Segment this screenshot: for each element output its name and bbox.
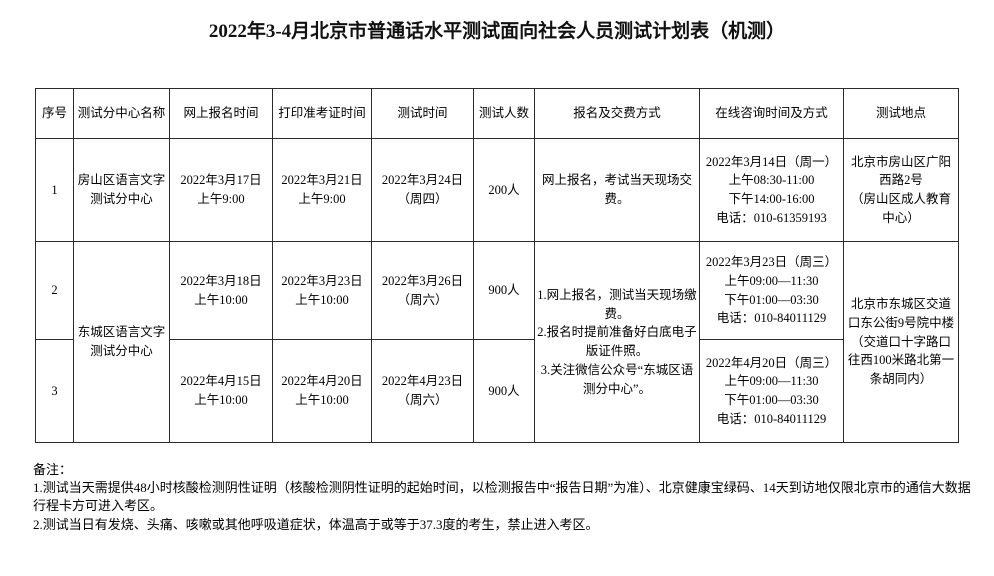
header-print-time: 打印准考证时间 xyxy=(272,88,372,139)
cell-r2r3-center-name: 东城区语言文字测试分中心 xyxy=(73,241,170,443)
header-center-name: 测试分中心名称 xyxy=(73,88,170,139)
cell-r3-consult: 2022年4月20日（周三） 上午09:00—11:30 下午01:00—03:… xyxy=(699,339,844,443)
header-count: 测试人数 xyxy=(473,88,535,139)
cell-r1-count: 200人 xyxy=(473,138,535,242)
notes-section: 备注： 1.测试当天需提供48小时核酸检测阴性证明（核酸检测阴性证明的起始时间，… xyxy=(33,461,983,534)
cell-r2-signup-time: 2022年3月18日 上午10:00 xyxy=(169,241,273,340)
header-test-time: 测试时间 xyxy=(371,88,474,139)
cell-r2r3-location: 北京市东城区交道口东公街9号院中楼 （交道口十字路口往西100米路北第一条胡同内… xyxy=(843,241,959,443)
cell-r2-count: 900人 xyxy=(473,241,535,340)
cell-r2-test-time: 2022年3月26日 （周六） xyxy=(371,241,474,340)
cell-r3-print-time: 2022年4月20日 上午10:00 xyxy=(272,339,372,443)
table-row-2: 2 东城区语言文字测试分中心 2022年3月18日 上午10:00 2022年3… xyxy=(35,241,959,443)
cell-r1-seq: 1 xyxy=(35,138,74,242)
cell-r2-consult: 2022年3月23日（周三） 上午09:00—11:30 下午01:00—03:… xyxy=(699,241,844,340)
header-location: 测试地点 xyxy=(843,88,959,139)
note-item-1: 1.测试当天需提供48小时核酸检测阴性证明（核酸检测阴性证明的起始时间，以检测报… xyxy=(33,480,971,514)
cell-r2r3-payment: 1.网上报名，测试当天现场缴费。 2.报名时提前准备好白底电子版证件照。 3.关… xyxy=(534,241,700,443)
page-title: 2022年3-4月北京市普通话水平测试面向社会人员测试计划表（机测） xyxy=(208,21,786,42)
header-seq: 序号 xyxy=(35,88,74,139)
cell-r3-test-time: 2022年4月23日 （周六） xyxy=(371,339,474,443)
header-row: 序号 测试分中心名称 网上报名时间 打印准考证时间 测试时间 测试人数 报名及交… xyxy=(35,88,959,139)
note-item-2: 2.测试当日有发烧、头痛、咳嗽或其他呼吸道症状，体温高于或等于37.3度的考生，… xyxy=(33,516,599,532)
table-row-3: 3 2022年4月15日 上午10:00 2022年4月20日 上午10:00 … xyxy=(35,339,959,443)
table-row-1: 1 房山区语言文字测试分中心 2022年3月17日 上午9:00 2022年3月… xyxy=(35,138,959,242)
cell-r1-location: 北京市房山区广阳西路2号 （房山区成人教育中心） xyxy=(843,138,959,242)
cell-r1-payment: 网上报名，考试当天现场交费。 xyxy=(534,138,700,242)
cell-r1-signup-time: 2022年3月17日 上午9:00 xyxy=(169,138,273,242)
header-signup-time: 网上报名时间 xyxy=(169,88,273,139)
cell-r3-signup-time: 2022年4月15日 上午10:00 xyxy=(169,339,273,443)
header-consult: 在线咨询时间及方式 xyxy=(699,88,844,139)
cell-r3-seq: 3 xyxy=(35,339,74,443)
test-schedule-table: 序号 测试分中心名称 网上报名时间 打印准考证时间 测试时间 测试人数 报名及交… xyxy=(35,88,959,443)
cell-r1-test-time: 2022年3月24日 （周四） xyxy=(371,138,474,242)
notes-label: 备注： xyxy=(33,462,73,477)
header-payment: 报名及交费方式 xyxy=(534,88,700,139)
cell-r1-consult: 2022年3月14日（周一） 上午08:30-11:00 下午14:00-16:… xyxy=(699,138,844,242)
cell-r1-print-time: 2022年3月21日 上午9:00 xyxy=(272,138,372,242)
cell-r2-seq: 2 xyxy=(35,241,74,340)
cell-r1-center-name: 房山区语言文字测试分中心 xyxy=(73,138,170,242)
cell-r3-count: 900人 xyxy=(473,339,535,443)
cell-r2-print-time: 2022年3月23日 上午10:00 xyxy=(272,241,372,340)
